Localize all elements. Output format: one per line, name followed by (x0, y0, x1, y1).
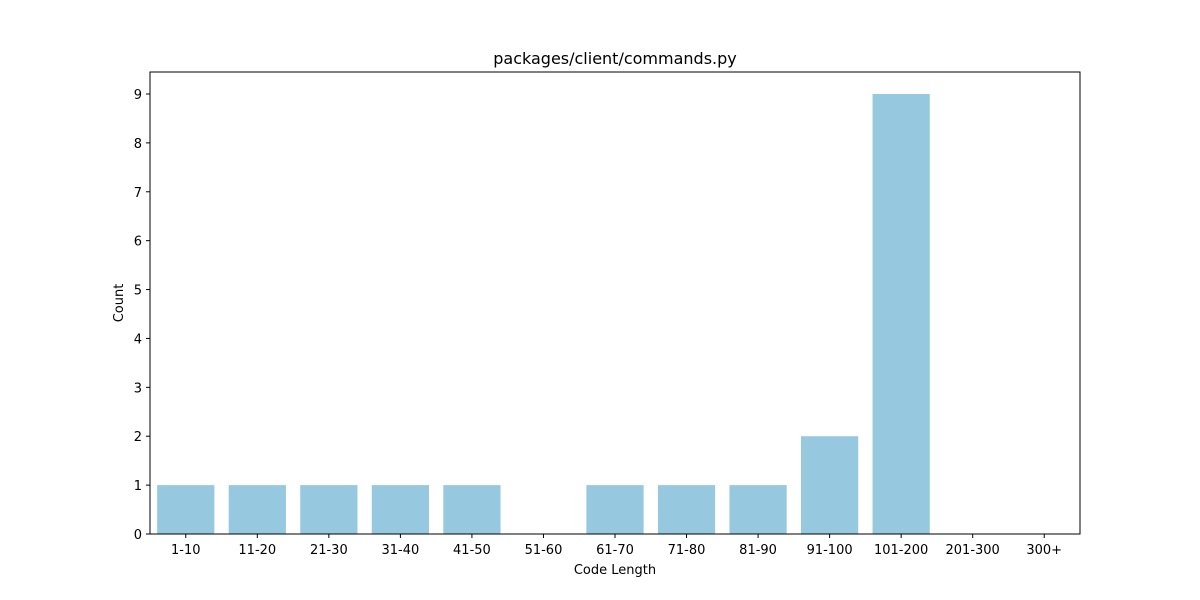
x-tick-label: 101-200 (874, 543, 928, 558)
y-tick-label: 3 (134, 381, 142, 396)
bar-101-200 (872, 94, 930, 534)
bar-11-20 (228, 485, 286, 534)
y-tick-label: 0 (134, 528, 142, 543)
x-tick-label: 91-100 (807, 543, 853, 558)
y-tick-label: 8 (134, 137, 142, 152)
x-tick-label: 71-80 (668, 543, 706, 558)
bar-61-70 (586, 485, 644, 534)
bar-81-90 (729, 485, 787, 534)
x-tick-label: 21-30 (310, 543, 348, 558)
bar-91-100 (801, 436, 859, 534)
bar-71-80 (657, 485, 716, 534)
y-tick-label: 9 (134, 88, 142, 103)
x-tick-label: 31-40 (381, 543, 419, 558)
x-tick-label: 300+ (1026, 543, 1062, 558)
y-axis: 0 1 2 3 4 5 6 7 8 9 (134, 88, 150, 543)
x-tick-label: 1-10 (171, 543, 201, 558)
x-tick-label: 41-50 (453, 543, 491, 558)
x-axis-label: Code Length (574, 563, 656, 578)
x-tick-label: 11-20 (238, 543, 276, 558)
y-tick-label: 2 (134, 430, 142, 445)
bar-1-10 (157, 485, 215, 534)
y-tick-label: 5 (134, 284, 142, 299)
bar-41-50 (443, 485, 501, 534)
bars-group (157, 94, 930, 534)
x-tick-label: 51-60 (525, 543, 563, 558)
y-axis-label: Count (112, 284, 127, 323)
y-tick-label: 1 (134, 479, 142, 494)
y-tick-label: 7 (134, 186, 142, 201)
bar-31-40 (371, 485, 429, 534)
chart-title: packages/client/commands.py (493, 49, 737, 68)
x-tick-label: 201-300 (946, 543, 1000, 558)
y-tick-label: 4 (134, 332, 142, 347)
bar-21-30 (300, 485, 358, 534)
plot-area-frame (149, 71, 1081, 535)
x-axis: 1-10 11-20 21-30 31-40 41-50 51-60 61-70 71-80 8… (171, 534, 1062, 558)
x-tick-label: 81-90 (739, 543, 777, 558)
y-tick-label: 6 (134, 235, 142, 250)
x-tick-label: 61-70 (596, 543, 634, 558)
